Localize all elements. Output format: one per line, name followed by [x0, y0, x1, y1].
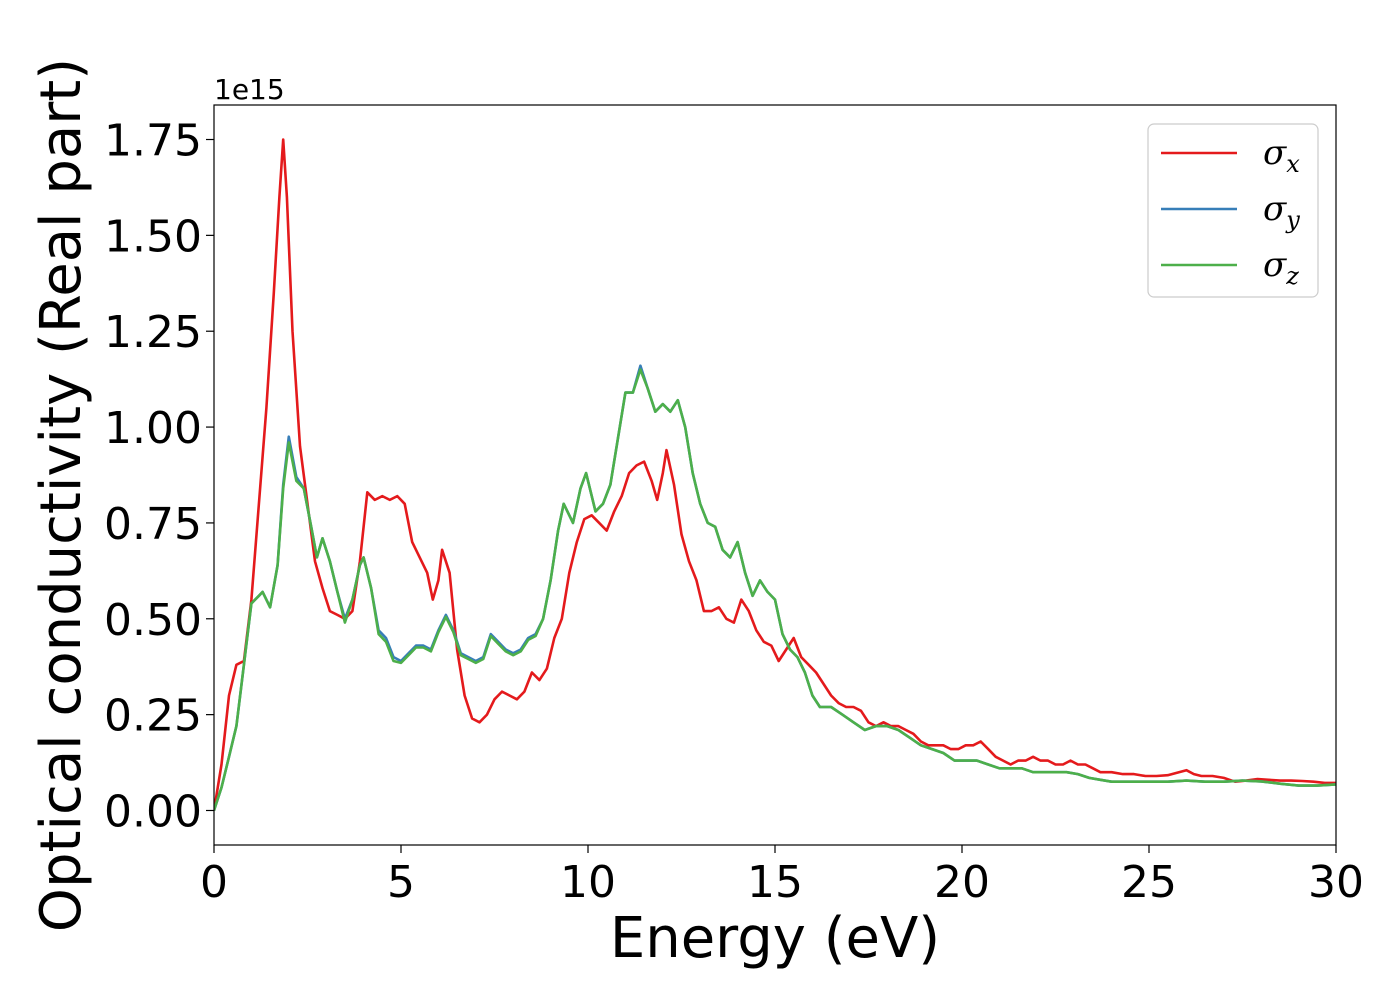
x-tick-label: 15 [747, 857, 803, 908]
x-tick-label: 20 [934, 857, 990, 908]
legend-symbol: σ [1263, 189, 1287, 229]
y-tick-label: 0.00 [104, 786, 202, 837]
legend-entry-y: σy [1263, 189, 1300, 234]
series-line-z [214, 368, 1336, 811]
legend-subscript: y [1285, 206, 1300, 234]
legend-entry-z: σz [1263, 245, 1299, 290]
x-tick-label: 25 [1121, 857, 1177, 908]
y-tick-label: 0.50 [104, 595, 202, 646]
y-axis: 0.00 0.25 0.50 0.75 1.00 1.25 1.50 1.75 [104, 116, 214, 837]
series-layer [214, 138, 1336, 811]
x-axis-title: Energy (eV) [610, 906, 940, 971]
y-axis-title: Optical conductivity (Real part) [29, 58, 94, 932]
legend-box [1147, 123, 1319, 298]
x-tick-label: 5 [387, 857, 415, 908]
y-axis-offset-label: 1e15 [214, 73, 285, 106]
series-line-y [214, 364, 1336, 811]
legend-subscript: x [1286, 150, 1300, 178]
x-tick-label: 10 [560, 857, 616, 908]
series-line-x [214, 138, 1336, 811]
x-tick-label: 30 [1308, 857, 1364, 908]
x-axis: 0 5 10 15 20 25 30 [200, 845, 1364, 908]
legend-symbol: σ [1263, 245, 1287, 285]
y-tick-label: 0.25 [104, 691, 202, 742]
y-tick-label: 1.50 [104, 211, 202, 262]
x-tick-label: 0 [200, 857, 228, 908]
legend-subscript: z [1285, 262, 1299, 290]
y-tick-label: 1.25 [104, 307, 202, 358]
y-tick-label: 0.75 [104, 499, 202, 550]
legend-entry-x: σx [1263, 133, 1300, 178]
legend-symbol: σ [1263, 133, 1287, 173]
y-tick-label: 1.75 [104, 116, 202, 167]
y-tick-label: 1.00 [104, 403, 202, 454]
